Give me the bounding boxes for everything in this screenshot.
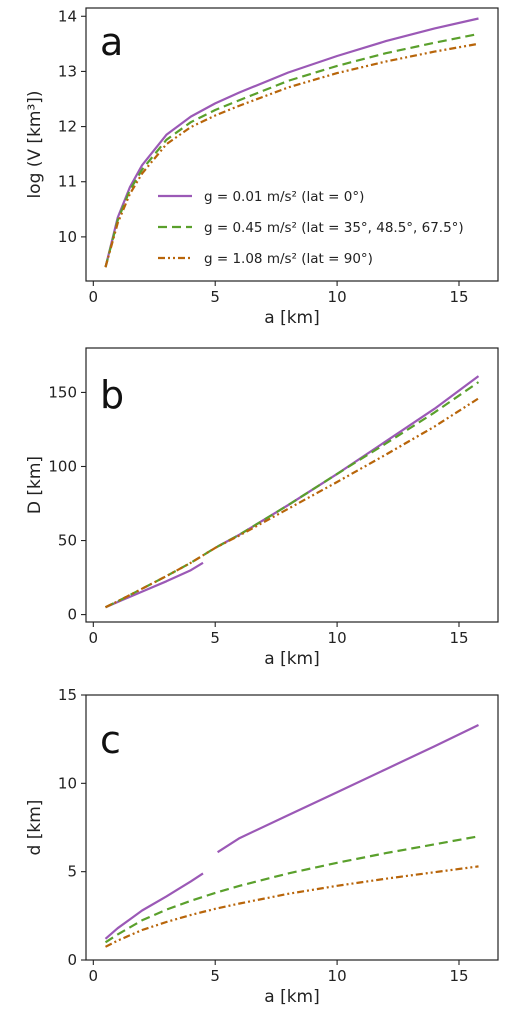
panel-letter: c: [100, 718, 121, 762]
legend: g = 0.01 m/s² (lat = 0°) g = 0.45 m/s² (l…: [158, 189, 464, 267]
plot-frame: [85, 347, 499, 623]
y-axis-label: d [km]: [25, 800, 45, 856]
panel-c: 0 5 10 15 0 5 10 15 a [km] d [km] c: [25, 686, 499, 1007]
x-tick-label: 0: [89, 288, 99, 306]
y-tick-label: 150: [48, 383, 77, 401]
y-tick-label: 0: [67, 951, 77, 969]
panel-letter: a: [100, 20, 123, 64]
x-tick-label: 15: [449, 288, 468, 306]
y-tick-label: 15: [58, 686, 77, 704]
panel-a: 0 5 10 15 10 11 12 13 14 a [km] log (V [km³]) a g = …: [25, 7, 499, 328]
y-tick-label: 5: [67, 863, 77, 881]
y-tick-label: 0: [67, 606, 77, 624]
y-tick-label: 100: [48, 457, 77, 475]
x-tick-label: 5: [210, 967, 220, 985]
x-tick-label: 0: [89, 967, 99, 985]
x-tick-label: 15: [449, 629, 468, 647]
series-line-purple: [104, 872, 204, 940]
y-axis-label: log (V [km³]): [25, 90, 45, 198]
y-tick-label: 10: [58, 228, 77, 246]
legend-entry: g = 0.45 m/s² (lat = 35°, 48.5°, 67.5°): [204, 220, 464, 236]
x-axis-label: a [km]: [264, 308, 320, 328]
series-line-brown: [105, 397, 480, 609]
plot-frame: [85, 694, 499, 961]
y-tick-label: 13: [58, 62, 77, 80]
legend-entry: g = 0.01 m/s² (lat = 0°): [204, 189, 364, 205]
plot-frame: [85, 7, 499, 282]
legend-entry: g = 1.08 m/s² (lat = 90°): [204, 251, 373, 267]
series-line-brown: [104, 42, 479, 268]
x-tick-label: 5: [210, 629, 220, 647]
x-axis-label: a [km]: [264, 649, 320, 669]
x-tick-label: 5: [210, 288, 220, 306]
y-tick-label: 14: [58, 7, 77, 25]
x-tick-label: 10: [328, 629, 347, 647]
y-tick-label: 50: [58, 532, 77, 550]
y-tick-label: 11: [58, 173, 77, 191]
x-axis-label: a [km]: [264, 987, 320, 1007]
series-line-purple: [217, 724, 479, 854]
series-line-green: [104, 835, 479, 944]
x-tick-label: 10: [328, 967, 347, 985]
y-tick-label: 12: [58, 118, 77, 136]
y-axis-label: D [km]: [25, 456, 45, 514]
series-line-brown: [105, 865, 479, 948]
x-tick-label: 0: [89, 629, 99, 647]
series-line-purple: [104, 17, 479, 268]
series-line-purple: [217, 375, 480, 548]
panel-letter: b: [100, 373, 124, 417]
x-tick-label: 15: [449, 967, 468, 985]
series-line-green: [104, 32, 479, 268]
x-tick-label: 10: [328, 288, 347, 306]
y-tick-label: 10: [58, 774, 77, 792]
